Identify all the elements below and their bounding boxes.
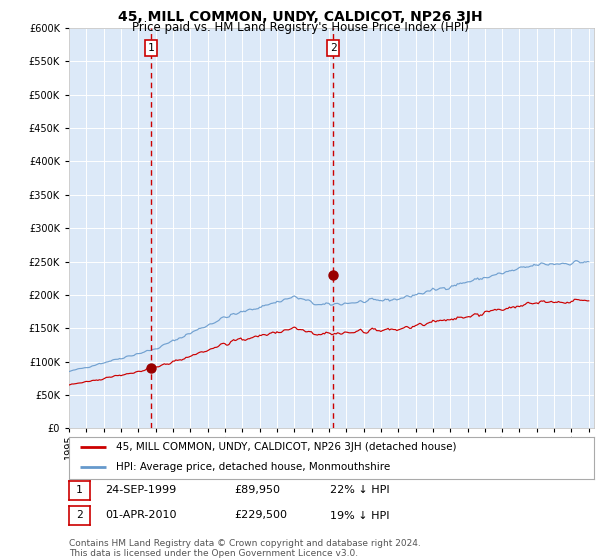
Text: 1: 1: [148, 43, 154, 53]
Text: £229,500: £229,500: [234, 511, 287, 520]
Text: 2: 2: [330, 43, 337, 53]
Text: 22% ↓ HPI: 22% ↓ HPI: [330, 486, 389, 495]
Text: 45, MILL COMMON, UNDY, CALDICOT, NP26 3JH: 45, MILL COMMON, UNDY, CALDICOT, NP26 3J…: [118, 10, 482, 24]
Text: Contains HM Land Registry data © Crown copyright and database right 2024.
This d: Contains HM Land Registry data © Crown c…: [69, 539, 421, 558]
Text: 19% ↓ HPI: 19% ↓ HPI: [330, 511, 389, 520]
Text: 24-SEP-1999: 24-SEP-1999: [105, 486, 176, 495]
Text: £89,950: £89,950: [234, 486, 280, 495]
Text: 2: 2: [76, 511, 83, 520]
Text: 01-APR-2010: 01-APR-2010: [105, 511, 176, 520]
Text: 1: 1: [76, 486, 83, 495]
Text: HPI: Average price, detached house, Monmouthshire: HPI: Average price, detached house, Monm…: [116, 462, 391, 472]
Text: 45, MILL COMMON, UNDY, CALDICOT, NP26 3JH (detached house): 45, MILL COMMON, UNDY, CALDICOT, NP26 3J…: [116, 442, 457, 452]
Text: Price paid vs. HM Land Registry's House Price Index (HPI): Price paid vs. HM Land Registry's House …: [131, 21, 469, 34]
